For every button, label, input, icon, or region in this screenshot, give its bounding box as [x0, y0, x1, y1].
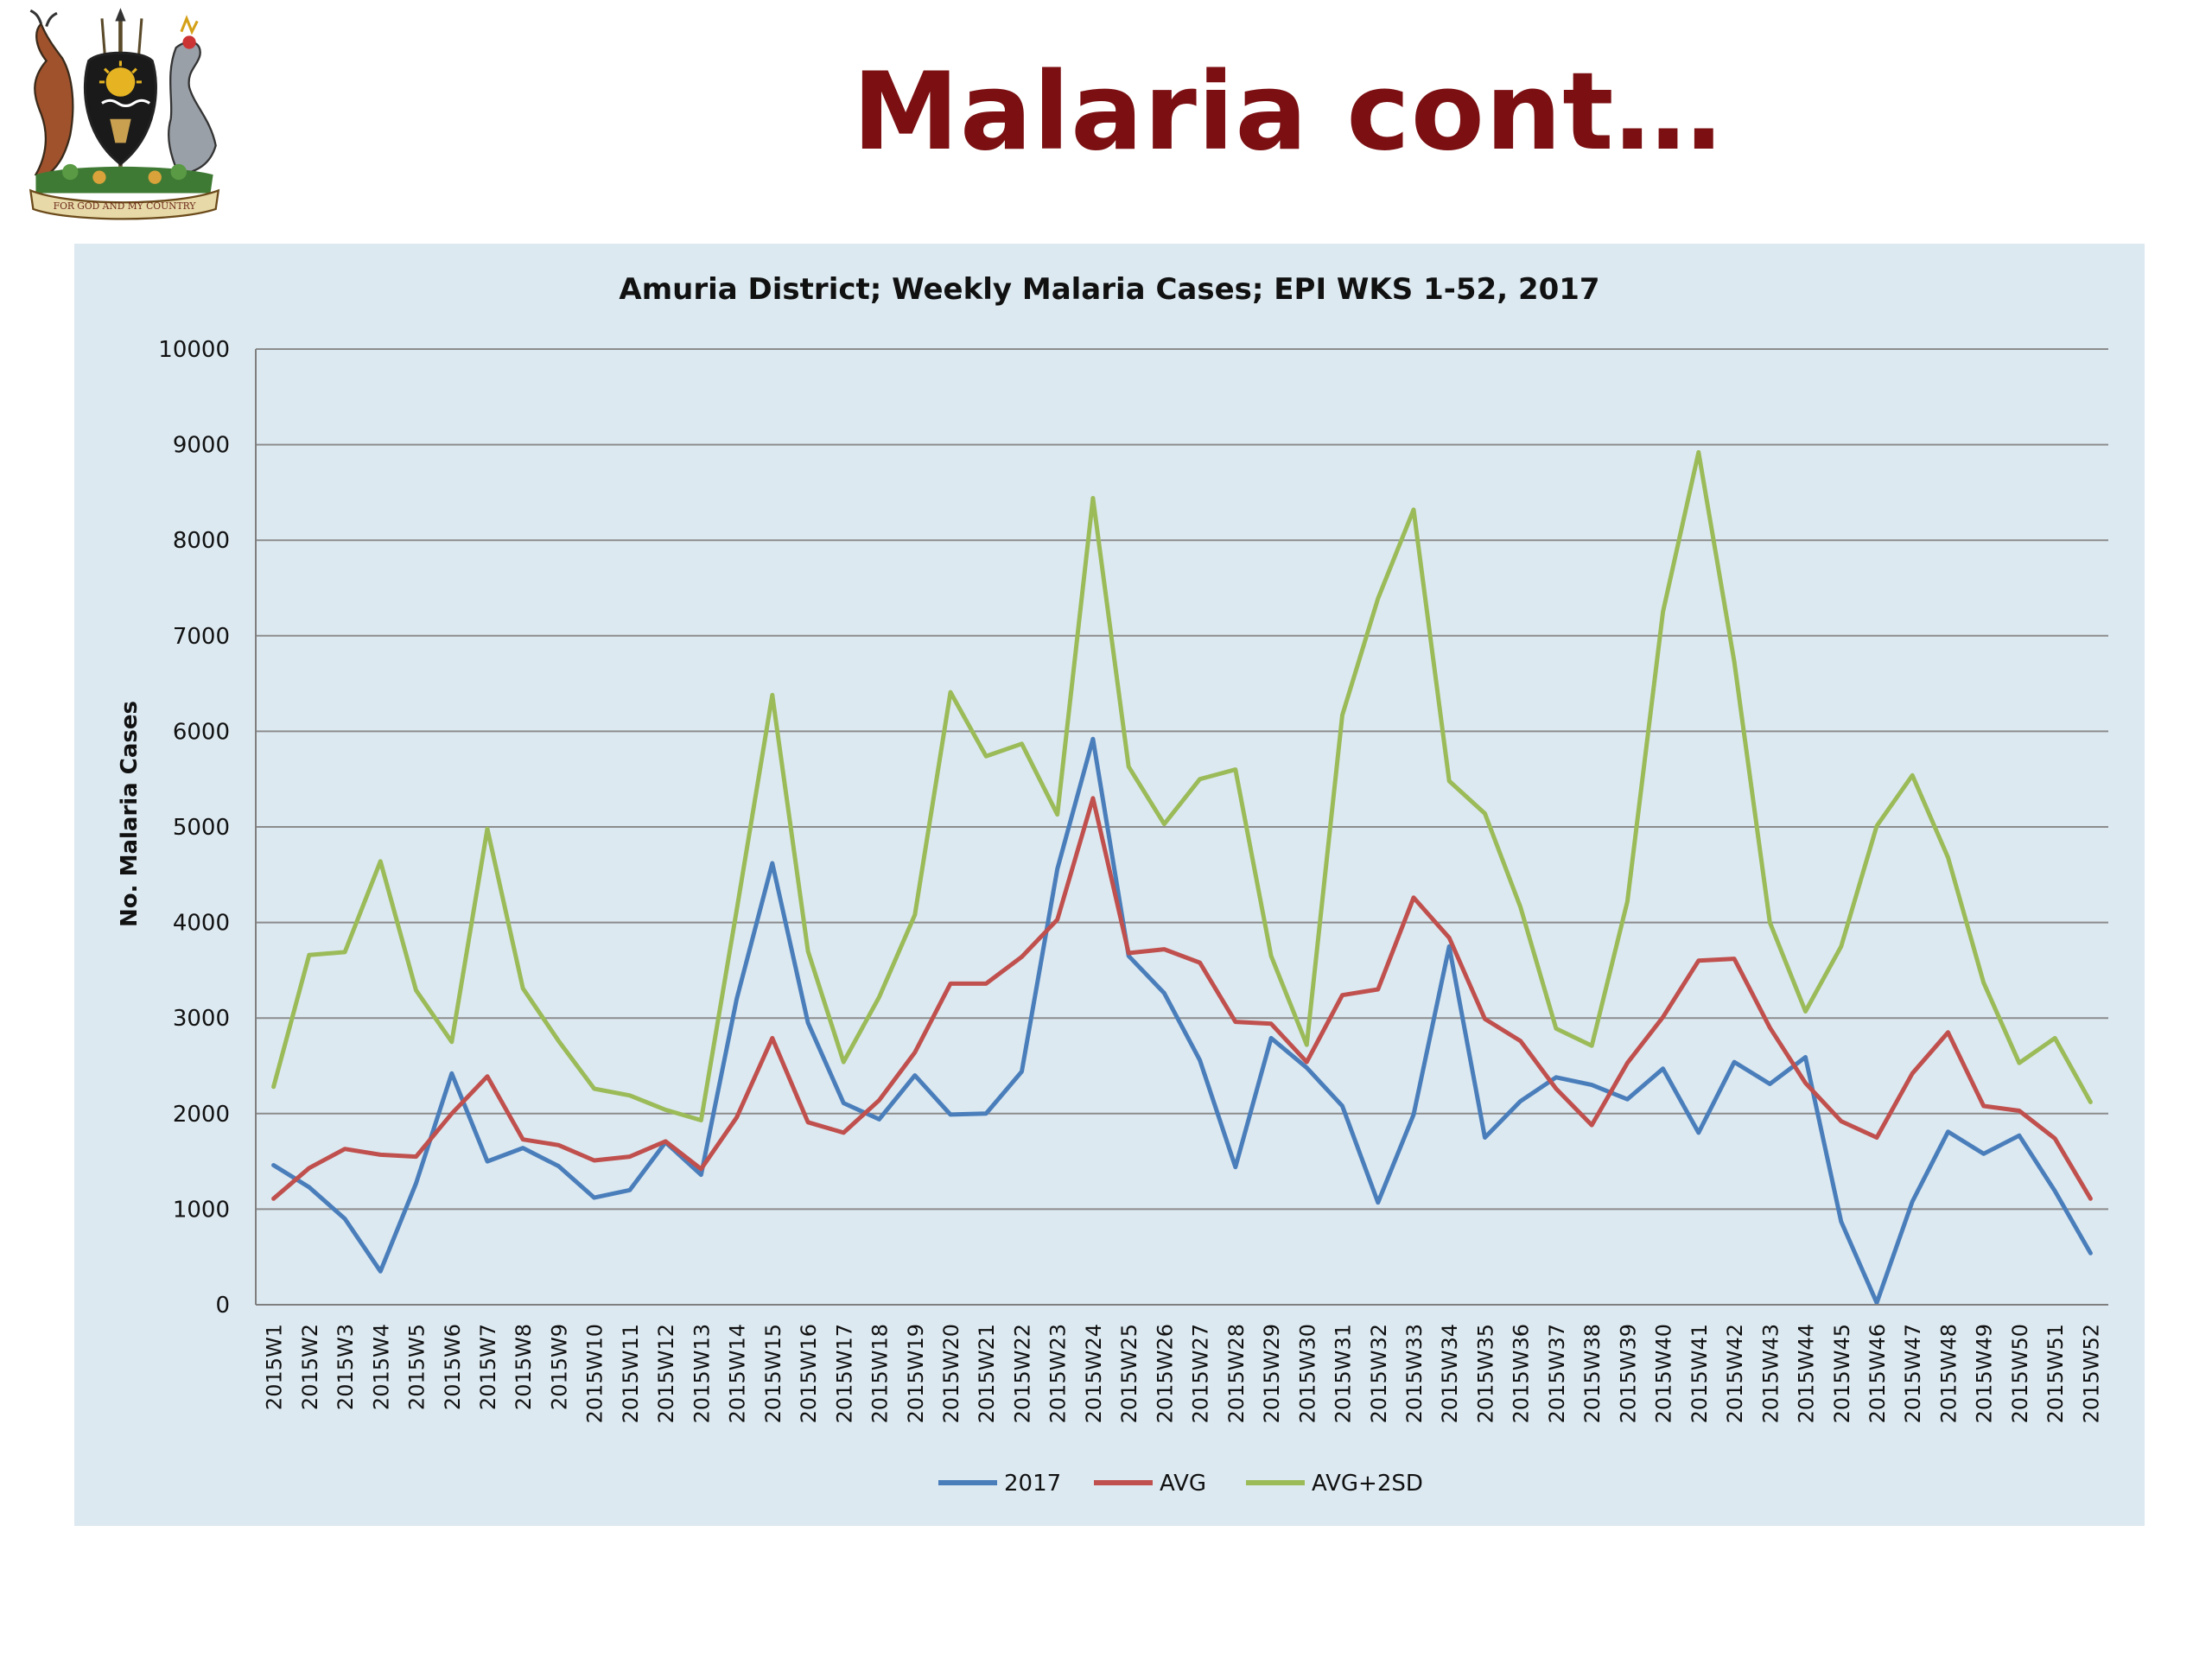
x-tick-label: 2015W47	[1901, 1324, 1925, 1423]
x-tick-label: 2015W39	[1616, 1324, 1640, 1423]
x-tick-label: 2015W5	[405, 1324, 429, 1410]
x-tick-label: 2015W21	[975, 1324, 999, 1423]
legend-label: AVG	[1160, 1471, 1206, 1497]
x-tick-label: 2015W16	[797, 1324, 821, 1423]
series-line-2017	[271, 736, 2093, 1306]
uganda-coat-of-arms-icon: FOR GOD AND MY COUNTRY	[29, 8, 220, 220]
x-tick-label: 2015W37	[1545, 1324, 1569, 1423]
x-tick-label: 2015W33	[1402, 1324, 1427, 1423]
x-tick-label: 2015W29	[1260, 1324, 1284, 1423]
x-tick-label: 2015W6	[441, 1324, 465, 1410]
y-tick-label: 4000	[173, 911, 230, 937]
y-axis-title: No. Malaria Cases	[117, 701, 143, 927]
chart-title: Amuria District; Weekly Malaria Cases; E…	[619, 272, 1599, 307]
x-tick-label: 2015W11	[619, 1324, 643, 1423]
x-tick-label: 2015W20	[939, 1324, 963, 1423]
svg-text:FOR GOD AND MY COUNTRY: FOR GOD AND MY COUNTRY	[54, 200, 197, 212]
x-tick-label: 2015W2	[298, 1324, 322, 1410]
y-tick-label: 10000	[158, 337, 230, 363]
legend: 2017 AVG AVG+2SD	[938, 1471, 1423, 1497]
x-tick-label: 2015W15	[761, 1324, 785, 1423]
y-tick-label: 9000	[173, 433, 230, 459]
x-tick-label: 2015W41	[1688, 1324, 1712, 1423]
x-tick-label: 2015W35	[1473, 1324, 1497, 1423]
x-tick-label: 2015W52	[2079, 1324, 2103, 1423]
x-tick-label: 2015W51	[2044, 1324, 2068, 1423]
x-tick-label: 2015W14	[726, 1324, 750, 1423]
x-tick-label: 2015W36	[1510, 1324, 1534, 1423]
x-tick-label: 2015W13	[690, 1324, 714, 1423]
x-tick-label: 2015W23	[1046, 1324, 1071, 1423]
x-tick-label: 2015W17	[832, 1324, 856, 1423]
x-tick-label: 2015W45	[1830, 1324, 1854, 1423]
chart-panel: Amuria District; Weekly Malaria Cases; E…	[74, 244, 2145, 1526]
x-tick-label: 2015W9	[547, 1324, 571, 1410]
x-tick-label: 2015W34	[1438, 1324, 1462, 1423]
x-tick-label: 2015W46	[1866, 1324, 1890, 1423]
legend-label: AVG+2SD	[1312, 1471, 1423, 1497]
x-tick-label: 2015W8	[512, 1324, 536, 1410]
x-tick-label: 2015W27	[1189, 1324, 1213, 1423]
x-tick-label: 2015W38	[1580, 1324, 1605, 1423]
x-tick-label: 2015W1	[263, 1324, 287, 1410]
x-tick-label: 2015W12	[654, 1324, 678, 1423]
x-tick-label: 2015W32	[1367, 1324, 1391, 1423]
slide-title: Malaria cont…	[852, 50, 1723, 175]
x-tick-label: 2015W25	[1117, 1324, 1141, 1423]
x-tick-label: 2015W24	[1082, 1324, 1106, 1423]
legend-label: 2017	[1004, 1471, 1061, 1497]
x-tick-label: 2015W44	[1795, 1324, 1819, 1423]
x-tick-label: 2015W42	[1723, 1324, 1747, 1423]
y-tick-label: 8000	[173, 528, 230, 554]
y-tick-label: 0	[215, 1293, 230, 1319]
x-tick-label: 2015W18	[868, 1324, 893, 1423]
x-tick-label: 2015W48	[1936, 1324, 1961, 1423]
series-line-avg-2sd	[271, 449, 2093, 1122]
x-tick-label: 2015W28	[1224, 1324, 1249, 1423]
y-tick-label: 3000	[173, 1006, 230, 1032]
x-tick-label: 2015W30	[1295, 1324, 1319, 1423]
x-tick-label: 2015W43	[1758, 1324, 1783, 1423]
y-tick-label: 7000	[173, 624, 230, 650]
x-tick-label: 2015W10	[583, 1324, 607, 1423]
y-tick-label: 1000	[173, 1197, 230, 1223]
x-tick-label: 2015W3	[334, 1324, 358, 1410]
x-tick-label: 2015W49	[1973, 1324, 1997, 1423]
x-tick-label: 2015W40	[1652, 1324, 1676, 1423]
x-tick-label: 2015W7	[476, 1324, 500, 1410]
x-tick-label: 2015W4	[369, 1324, 393, 1410]
x-tick-label: 2015W26	[1153, 1324, 1177, 1423]
series-line-avg	[271, 796, 2093, 1201]
x-tick-label: 2015W19	[904, 1324, 928, 1423]
x-tick-label: 2015W31	[1332, 1324, 1356, 1423]
y-tick-label: 5000	[173, 815, 230, 841]
y-tick-label: 2000	[173, 1102, 230, 1128]
line-chart: Amuria District; Weekly Malaria Cases; E…	[117, 272, 2108, 1497]
y-tick-label: 6000	[173, 719, 230, 745]
x-tick-label: 2015W22	[1010, 1324, 1034, 1423]
x-tick-label: 2015W50	[2008, 1324, 2032, 1423]
